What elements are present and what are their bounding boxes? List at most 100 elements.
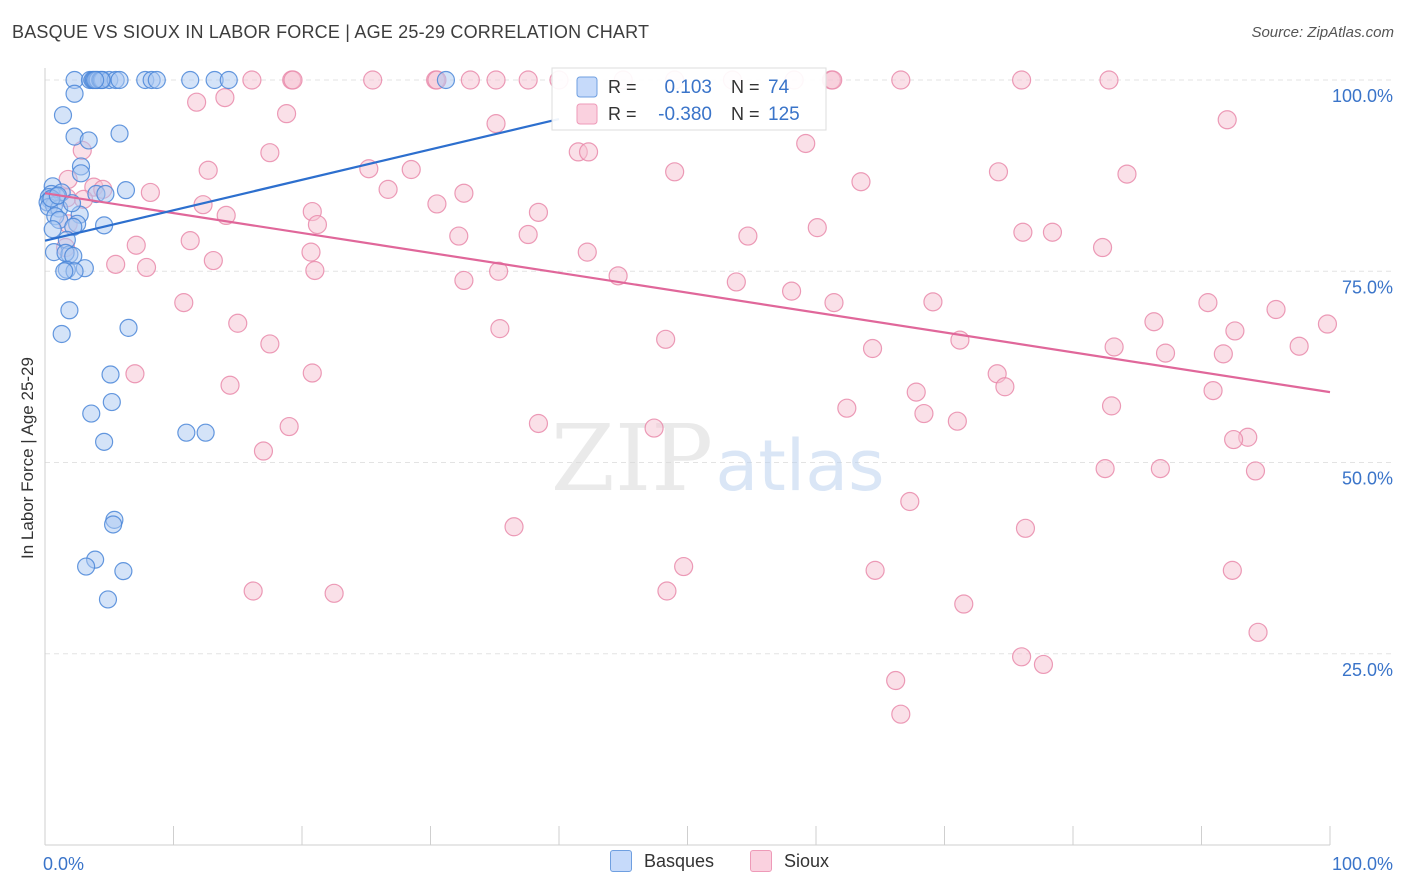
sioux-point (307, 214, 328, 235)
sioux-point (726, 272, 746, 292)
source-credit: Source: ZipAtlas.com (1251, 24, 1394, 41)
sioux-point (851, 172, 871, 192)
sioux-point (1095, 459, 1115, 479)
sioux-point (106, 254, 126, 274)
y-tick-label-0: 100.0% (1332, 86, 1393, 106)
sioux-point (1104, 337, 1124, 357)
basques-point (114, 562, 133, 581)
stats-r-value: -0.380 (658, 104, 712, 125)
sioux-point (914, 403, 934, 424)
sioux-point (674, 556, 694, 577)
sioux-point (988, 162, 1009, 182)
sioux-point (378, 179, 398, 199)
sioux-point (401, 159, 421, 180)
legend-label-basques: Basques (644, 850, 715, 871)
sioux-point (578, 142, 599, 162)
sioux-point (891, 70, 911, 90)
y-tick-label-3: 25.0% (1342, 660, 1393, 680)
x-tick-label-left: 0.0% (43, 854, 84, 874)
basques-point (60, 301, 79, 320)
sioux-point (518, 224, 538, 245)
sioux-point (301, 242, 321, 262)
stats-r-label: R = (608, 77, 637, 97)
basques-point (95, 432, 114, 451)
basques-point (55, 262, 74, 281)
basques-point (177, 423, 196, 442)
stats-swatch-sioux (576, 103, 598, 125)
basques-point (102, 392, 121, 412)
legend-swatch-sioux (750, 850, 772, 872)
sioux-point (174, 293, 194, 313)
sioux-point (906, 382, 926, 402)
sioux-point (427, 194, 447, 214)
sioux-point (228, 313, 248, 333)
sioux-point (665, 162, 685, 182)
watermark-atlas: atlas (715, 425, 884, 507)
basques-point (219, 70, 238, 90)
sioux-point (363, 70, 383, 90)
basques-point (147, 70, 166, 90)
sioux-point (656, 329, 676, 349)
sioux-point (1011, 647, 1032, 667)
sioux-point (796, 133, 816, 154)
basques-point (110, 124, 129, 143)
sioux-point (454, 183, 474, 203)
basques-point (65, 84, 84, 103)
sioux-point (276, 104, 297, 124)
legend-item-basques[interactable]: Basques (610, 850, 714, 872)
sioux-point (1117, 164, 1137, 184)
grid-lines (45, 79, 1392, 655)
sioux-point (1150, 459, 1170, 479)
sioux-point (136, 257, 157, 278)
sioux-point (260, 334, 280, 354)
basques-point (101, 365, 120, 384)
basques-point (119, 318, 138, 337)
y-tick-label-2: 50.0% (1342, 469, 1393, 489)
sioux-point (528, 202, 549, 222)
sioux-point (454, 270, 474, 291)
sioux-point (738, 226, 758, 246)
basques-trend-line (44, 117, 560, 242)
sioux-point (865, 560, 885, 580)
sioux-point (460, 70, 480, 90)
basques-point (86, 70, 105, 90)
sioux-point (187, 92, 207, 112)
sioux-point (657, 581, 677, 601)
sioux-point (644, 418, 664, 438)
sioux-point (486, 114, 506, 134)
sioux-point (807, 218, 827, 238)
sioux-point (1101, 396, 1122, 416)
series-legend: Basques Sioux (0, 850, 1406, 880)
stats-n-label: N = (731, 77, 760, 97)
sioux-points (55, 70, 1338, 724)
sioux-point (1266, 299, 1286, 320)
sioux-point (1144, 312, 1164, 332)
sioux-point (1317, 314, 1338, 334)
sioux-point (781, 281, 802, 301)
sioux-point (1224, 429, 1244, 450)
sioux-trend-line (44, 192, 1331, 394)
tick-labels: 100.0% 75.0% 50.0% 25.0% 0.0% 100.0% (43, 86, 1393, 874)
sioux-point (1033, 654, 1054, 675)
basques-point (196, 423, 215, 442)
sioux-point (125, 364, 145, 384)
sioux-point (260, 143, 280, 163)
sioux-point (203, 250, 223, 271)
sioux-point (891, 704, 911, 724)
sioux-point (198, 160, 218, 180)
sioux-point (900, 491, 920, 512)
sioux-point (1092, 237, 1113, 258)
basques-point (52, 324, 71, 344)
sioux-point (995, 377, 1015, 397)
basques-point (79, 131, 98, 150)
sioux-point (518, 70, 538, 90)
sioux-point (837, 398, 857, 418)
sioux-point (1099, 70, 1119, 90)
stats-r-label: R = (608, 104, 637, 124)
legend-item-sioux[interactable]: Sioux (750, 850, 829, 872)
sioux-point (824, 293, 844, 313)
sioux-point (886, 670, 906, 691)
sioux-point (305, 260, 325, 281)
basques-points (38, 70, 456, 609)
basques-point (53, 106, 73, 125)
